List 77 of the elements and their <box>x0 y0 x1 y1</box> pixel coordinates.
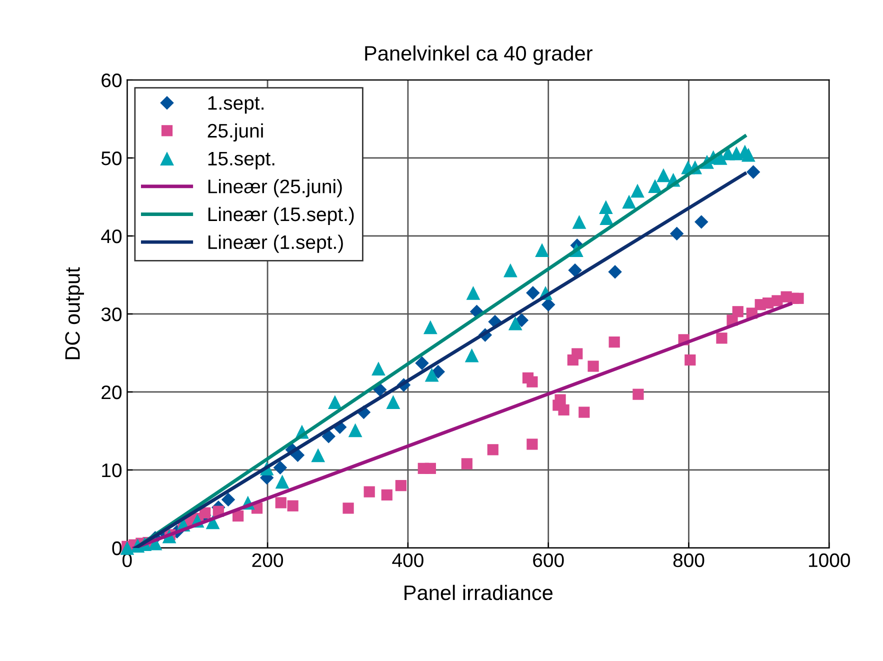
point <box>608 264 622 279</box>
point <box>572 214 586 229</box>
point <box>578 406 590 418</box>
point <box>670 226 684 241</box>
point <box>572 348 583 360</box>
point <box>423 320 438 334</box>
point <box>466 286 480 300</box>
point <box>558 404 570 416</box>
point <box>364 486 375 498</box>
point <box>424 368 439 382</box>
legend-label: Lineær (25.juni) <box>208 179 342 198</box>
point <box>746 165 760 179</box>
point <box>381 489 392 500</box>
point <box>568 263 582 278</box>
y-tick-label: 60 <box>102 73 122 88</box>
point <box>232 510 244 522</box>
point <box>290 448 305 462</box>
point <box>526 376 538 388</box>
y-tick-label: 0 <box>112 541 122 556</box>
legend-label: Lineær (1.sept.) <box>208 234 343 253</box>
point <box>598 200 613 214</box>
point <box>487 444 498 456</box>
point <box>287 500 298 512</box>
point <box>275 474 290 489</box>
x-axis-title: Panel irradiance <box>404 584 552 600</box>
point <box>508 316 522 330</box>
point <box>328 395 342 410</box>
point <box>535 243 549 257</box>
point <box>554 394 566 406</box>
y-tick-label: 50 <box>101 151 122 166</box>
point <box>632 388 644 400</box>
point <box>342 502 354 514</box>
y-tick-label: 40 <box>101 229 122 244</box>
point <box>273 460 288 475</box>
point <box>221 492 236 506</box>
y-tick-label: 20 <box>102 385 122 400</box>
point <box>792 292 804 304</box>
legend-label: Lineær (15.sept.) <box>208 206 354 226</box>
y-axis-title: DC output <box>65 267 84 360</box>
point <box>200 507 211 518</box>
point <box>275 497 286 508</box>
point <box>622 194 636 209</box>
point <box>588 360 599 372</box>
legend-label: 1.sept. <box>208 96 264 114</box>
x-tick-label: 200 <box>252 553 284 568</box>
point <box>732 306 744 318</box>
x-tick-label: 400 <box>392 553 424 568</box>
point <box>372 362 386 376</box>
point <box>656 168 670 182</box>
point <box>716 332 728 344</box>
point <box>648 179 662 194</box>
legend-label: 25.juni <box>208 123 263 142</box>
x-tick-label: 800 <box>673 553 704 568</box>
point <box>311 448 326 462</box>
point <box>348 423 362 438</box>
point <box>415 356 429 370</box>
point <box>526 286 540 300</box>
point <box>322 430 336 444</box>
point <box>608 336 620 348</box>
x-tick-label: 600 <box>533 553 564 568</box>
chart-title: Panelvinkel ca 40 grader <box>365 45 592 65</box>
point <box>741 148 756 162</box>
point <box>503 263 518 278</box>
point <box>464 348 479 362</box>
y-tick-label: 10 <box>102 463 122 478</box>
point <box>461 458 472 470</box>
point <box>395 480 406 492</box>
legend-label: 15.sept. <box>208 152 274 170</box>
x-tick-label: 1000 <box>808 553 850 568</box>
point <box>386 395 400 410</box>
point <box>630 184 644 198</box>
point <box>684 354 696 366</box>
point <box>694 215 708 229</box>
y-tick-label: 30 <box>101 307 122 322</box>
point <box>541 298 556 312</box>
point <box>424 462 436 474</box>
point <box>526 438 538 450</box>
